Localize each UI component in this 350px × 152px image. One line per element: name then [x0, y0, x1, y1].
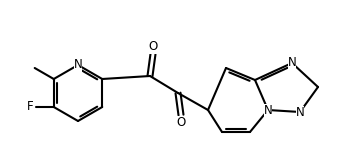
Text: O: O: [148, 40, 158, 54]
Text: N: N: [296, 105, 304, 119]
Text: N: N: [74, 59, 82, 71]
Text: F: F: [27, 100, 34, 114]
Text: N: N: [288, 57, 296, 69]
Text: O: O: [176, 116, 186, 128]
Text: N: N: [264, 104, 272, 116]
